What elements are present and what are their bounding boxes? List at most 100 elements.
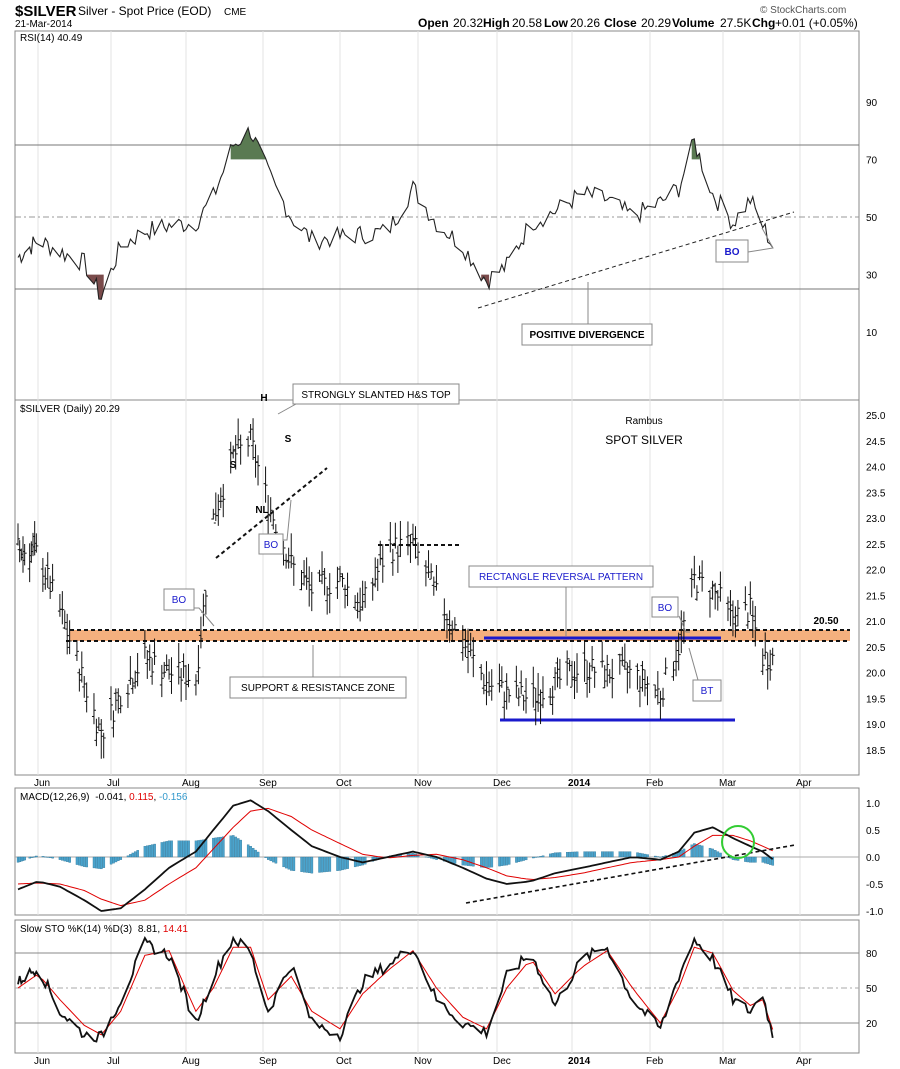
macd-histogram-bar (524, 856, 528, 861)
macd-histogram-bar (534, 856, 538, 858)
ohlc-bar (405, 521, 410, 556)
macd-histogram-bar (251, 847, 255, 858)
sto-title: Slow STO %K(14) %D(3) 8.81, 14.41 (20, 924, 188, 935)
macd-histogram-bar (44, 856, 47, 858)
macd-histogram-bar (66, 856, 69, 862)
ohlc-bar (497, 663, 502, 693)
ohlc-bar (590, 646, 595, 672)
macd-histogram-bar (92, 856, 96, 869)
neckline-label: NL (255, 505, 268, 516)
macd-histogram-bar (472, 856, 475, 867)
left-shoulder-label: S (230, 460, 237, 471)
ohlc-bar (735, 599, 740, 627)
watermark: © StockCharts.com (760, 5, 846, 16)
macd-histogram-bar (503, 856, 506, 866)
hs-bo-box (258, 533, 284, 555)
macd-histogram-bar (575, 851, 579, 858)
macd-histogram-bar (566, 852, 569, 858)
sto-ticks: 80 50 20 (866, 949, 878, 1030)
macd-histogram-bar (551, 853, 554, 858)
ohlc-bar (150, 657, 155, 685)
macd-histogram-bar (638, 852, 642, 858)
ohlc-bar (77, 668, 82, 692)
ohlc-bar (763, 632, 768, 660)
ohlc-bar (395, 545, 400, 573)
ohlc-bar (447, 610, 452, 643)
ohlc-bar (710, 580, 715, 600)
ohlc-bar (760, 648, 765, 676)
axis-tick-label: 19.0 (866, 720, 886, 731)
macd-histogram-bar (336, 856, 339, 871)
divergence-box (521, 323, 653, 346)
chg-value: +0.01 (+0.05%) (775, 16, 858, 30)
ohlc-bar (193, 674, 198, 696)
author-label: Rambus (625, 416, 662, 427)
ohlc-bar (637, 675, 642, 708)
ohlc-bar (299, 569, 304, 591)
macd-histogram-bar (636, 852, 639, 858)
macd-histogram-bar (222, 836, 225, 858)
macd-hist-value: -0.156 (159, 792, 188, 803)
ohlc-bar (468, 632, 473, 657)
ohlc-bar (91, 693, 96, 725)
chg-label: Chg (752, 16, 775, 30)
hs-box (292, 383, 460, 405)
macd-histogram-bar (232, 835, 235, 858)
feb-bo-callout: BO (651, 596, 690, 633)
ohlc-bar (169, 657, 174, 694)
ohlc-bar (507, 688, 512, 703)
ohlc-bar (62, 610, 67, 630)
ohlc-bar (460, 625, 465, 661)
ohlc-bar (570, 660, 574, 688)
macd-histogram-bar (282, 856, 285, 868)
ohlc-bar (689, 568, 694, 598)
ohlc-bar (363, 581, 368, 608)
ohlc-bar (340, 573, 345, 588)
month-label: Oct (336, 778, 352, 789)
macd-histogram-bar (326, 856, 329, 872)
ohlc-bar (338, 565, 342, 582)
rsi-ticks: 90 70 50 30 10 (866, 98, 878, 339)
ohlc-bar (271, 510, 276, 530)
macd-histogram-bar (480, 856, 483, 868)
macd-histogram-bar (266, 856, 270, 860)
macd-histogram-bar (160, 842, 164, 858)
ohlc-bar (540, 676, 545, 709)
ohlc-bar (231, 445, 236, 459)
ohlc-bar (111, 710, 116, 738)
hs-pointer (277, 403, 297, 415)
macd-histogram-bar (194, 840, 198, 858)
ohlc-bar (674, 641, 679, 677)
ohlc-bar (587, 662, 592, 694)
ohlc-bar (196, 645, 201, 685)
hs-callout: STRONGLY SLANTED H&S TOP (277, 383, 460, 415)
price-panel: $SILVER (Daily) 20.29 25.0 24.5 24.0 23.5 23… (16, 383, 886, 759)
macd-histogram-bar (505, 856, 509, 866)
macd-histogram-bar (656, 856, 660, 858)
ohlc-bar (575, 653, 580, 693)
ohlc-bar (715, 590, 720, 611)
divergence-callout: POSITIVE DIVERGENCE (521, 282, 653, 346)
rsi-bo-box (715, 239, 749, 263)
ohlc-bar (320, 551, 325, 585)
macd-histogram-bar (749, 856, 752, 863)
level-label: 20.50 (813, 616, 838, 627)
macd-histogram-bar (539, 856, 542, 858)
ohlc-bar (750, 600, 755, 638)
macd-histogram-bar (83, 856, 86, 867)
panel-frames (14, 30, 860, 1054)
month-label: Dec (493, 1056, 511, 1067)
ohlc-bar (99, 719, 104, 759)
hs-bo-pointer (282, 499, 292, 541)
sto-title-prefix: Slow STO %K(14) %D(3) (20, 924, 132, 935)
ohlc-bar (622, 643, 627, 670)
macd-histogram-bar (68, 856, 71, 863)
macd-histogram-bar (641, 853, 644, 858)
month-label: Jun (34, 778, 50, 789)
axis-tick-label: 90 (866, 98, 878, 109)
macd-histogram-bar (109, 856, 113, 865)
macd-histogram-bar (78, 856, 81, 866)
macd-histogram-bar (150, 844, 154, 858)
ohlc-bar (700, 560, 705, 592)
macd-histogram-bar (61, 856, 64, 861)
